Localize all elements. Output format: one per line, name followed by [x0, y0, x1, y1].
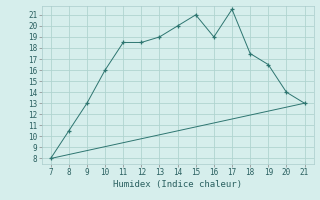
X-axis label: Humidex (Indice chaleur): Humidex (Indice chaleur) [113, 180, 242, 189]
